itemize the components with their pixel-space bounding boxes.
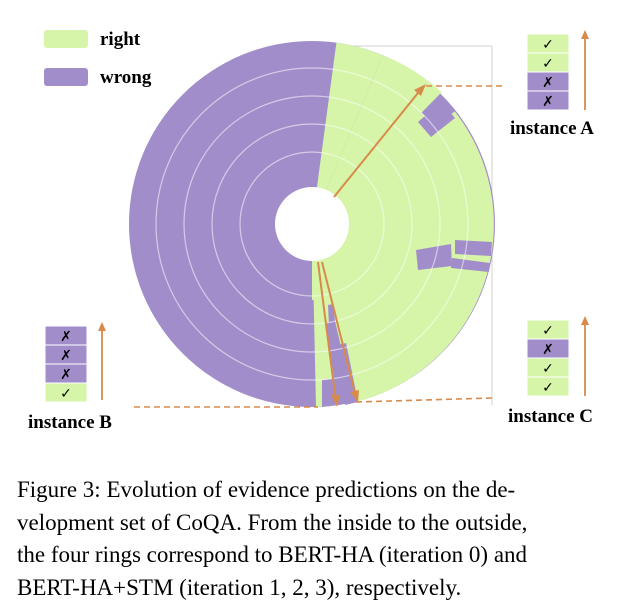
caption-line: the four rings correspond to BERT-HA (it… [17,539,617,572]
arrow-head [581,316,589,325]
instance-a-label: instance A [510,118,594,139]
check-icon: ✓ [542,361,554,377]
check-icon: ✓ [542,56,554,72]
cross-icon: ✗ [542,342,554,358]
legend-swatch-wrong [44,68,88,86]
figure-caption: Figure 3: Evolution of evidence predicti… [17,474,617,604]
instance-c-leader [356,398,492,402]
instance-b-label: instance B [28,412,112,433]
check-icon: ✓ [60,386,72,402]
check-icon: ✓ [542,323,554,339]
cross-icon: ✗ [60,348,72,364]
instance-a: ✓ ✓ ✗ ✗ instance A [510,30,594,139]
cross-icon: ✗ [542,94,554,110]
instance-b: ✗ ✗ ✗ ✓ instance B [28,322,112,433]
legend-label-right: right [100,29,141,50]
ring-4-wrong-sliver [322,379,331,407]
legend-label-wrong: wrong [100,67,152,88]
cross-icon: ✗ [60,329,72,345]
cross-icon: ✗ [60,367,72,383]
arrow-head [98,322,106,331]
caption-line: BERT-HA+STM (iteration 1, 2, 3), respect… [17,572,617,604]
sunburst-center-hole [275,187,349,261]
legend-swatch-right [44,30,88,48]
cross-icon: ✗ [542,75,554,91]
instance-c-label: instance C [508,406,593,427]
instance-c: ✓ ✗ ✓ ✓ instance C [508,316,593,427]
legend: right wrong [44,29,152,88]
caption-line: velopment set of CoQA. From the inside t… [17,507,617,540]
arrow-head [581,30,589,39]
ring-4-wrong-sliver [455,240,492,256]
caption-line: Figure 3: Evolution of evidence predicti… [17,474,617,507]
check-icon: ✓ [542,37,554,53]
sunburst-chart [129,41,495,407]
check-icon: ✓ [542,380,554,396]
